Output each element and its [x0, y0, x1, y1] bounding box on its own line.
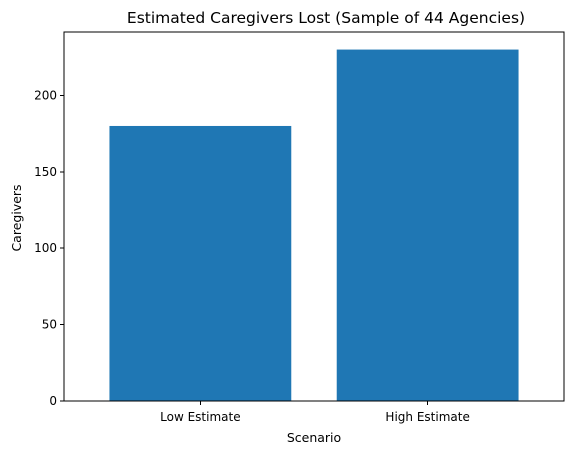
- y-tick-label: 200: [34, 88, 57, 102]
- plot-frame: [63, 31, 565, 402]
- y-axis: 0 50 100 150 200: [34, 88, 64, 408]
- y-tick-label: 50: [42, 318, 57, 332]
- bar-high-estimate: [336, 49, 519, 401]
- x-axis: Low Estimate High Estimate: [160, 401, 470, 424]
- x-tick-label: High Estimate: [385, 410, 469, 424]
- y-tick-label: 100: [34, 241, 57, 255]
- x-tick-label: Low Estimate: [160, 410, 240, 424]
- y-tick-label: 150: [34, 165, 57, 179]
- x-axis-label: Scenario: [287, 430, 341, 445]
- y-tick-label: 0: [49, 394, 57, 408]
- chart-title: Estimated Caregivers Lost (Sample of 44 …: [127, 9, 525, 27]
- bars-group: [109, 49, 519, 402]
- bar-low-estimate: [109, 125, 292, 402]
- y-axis-label: Caregivers: [9, 184, 24, 251]
